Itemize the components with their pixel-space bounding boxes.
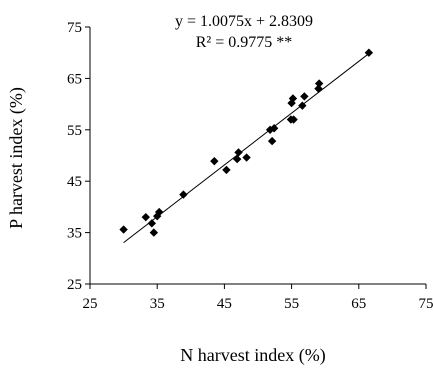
y-tick-label: 45: [67, 174, 82, 190]
data-point: [269, 124, 279, 133]
tick-labels: 25 35 45 55 65 75 25 35 45 55 65 75: [67, 20, 433, 312]
data-point: [210, 156, 219, 166]
data-point: [298, 101, 307, 110]
data-point: [119, 225, 128, 234]
data-point: [141, 212, 150, 222]
data-point: [242, 153, 251, 162]
y-axis-title: P harvest index (%): [6, 87, 27, 229]
data-point: [314, 84, 323, 93]
data-point: [155, 207, 164, 217]
data-point: [222, 165, 231, 175]
x-tick-label: 75: [419, 296, 433, 312]
x-tick-label: 45: [217, 296, 232, 312]
data-point: [364, 48, 374, 57]
data-point: [234, 148, 243, 157]
axes: [85, 26, 427, 289]
trendline: [123, 53, 370, 243]
data-point: [179, 190, 188, 199]
trendline-group: [123, 53, 370, 243]
data-point: [149, 228, 159, 237]
y-tick-label: 75: [67, 20, 82, 36]
data-point: [147, 219, 157, 228]
data-point: [289, 115, 298, 124]
x-tick-label: 55: [284, 296, 299, 312]
data-point: [267, 136, 277, 146]
equation-annotation: y = 1.0075x + 2.8309: [175, 13, 313, 30]
r2-annotation: R² = 0.9775 **: [196, 34, 293, 51]
data-point: [232, 154, 242, 164]
data-points: [119, 48, 374, 237]
y-tick-label: 25: [67, 277, 82, 293]
y-tick-label: 55: [67, 123, 82, 139]
y-tick-label: 35: [67, 226, 82, 242]
data-point: [314, 79, 324, 88]
data-point: [288, 94, 298, 103]
x-tick-label: 35: [150, 296, 165, 312]
x-tick-label: 65: [351, 296, 366, 312]
y-tick-label: 65: [67, 71, 82, 87]
data-point: [300, 92, 309, 101]
x-axis-title: N harvest index (%): [180, 345, 325, 366]
x-tick-label: 25: [83, 296, 98, 312]
